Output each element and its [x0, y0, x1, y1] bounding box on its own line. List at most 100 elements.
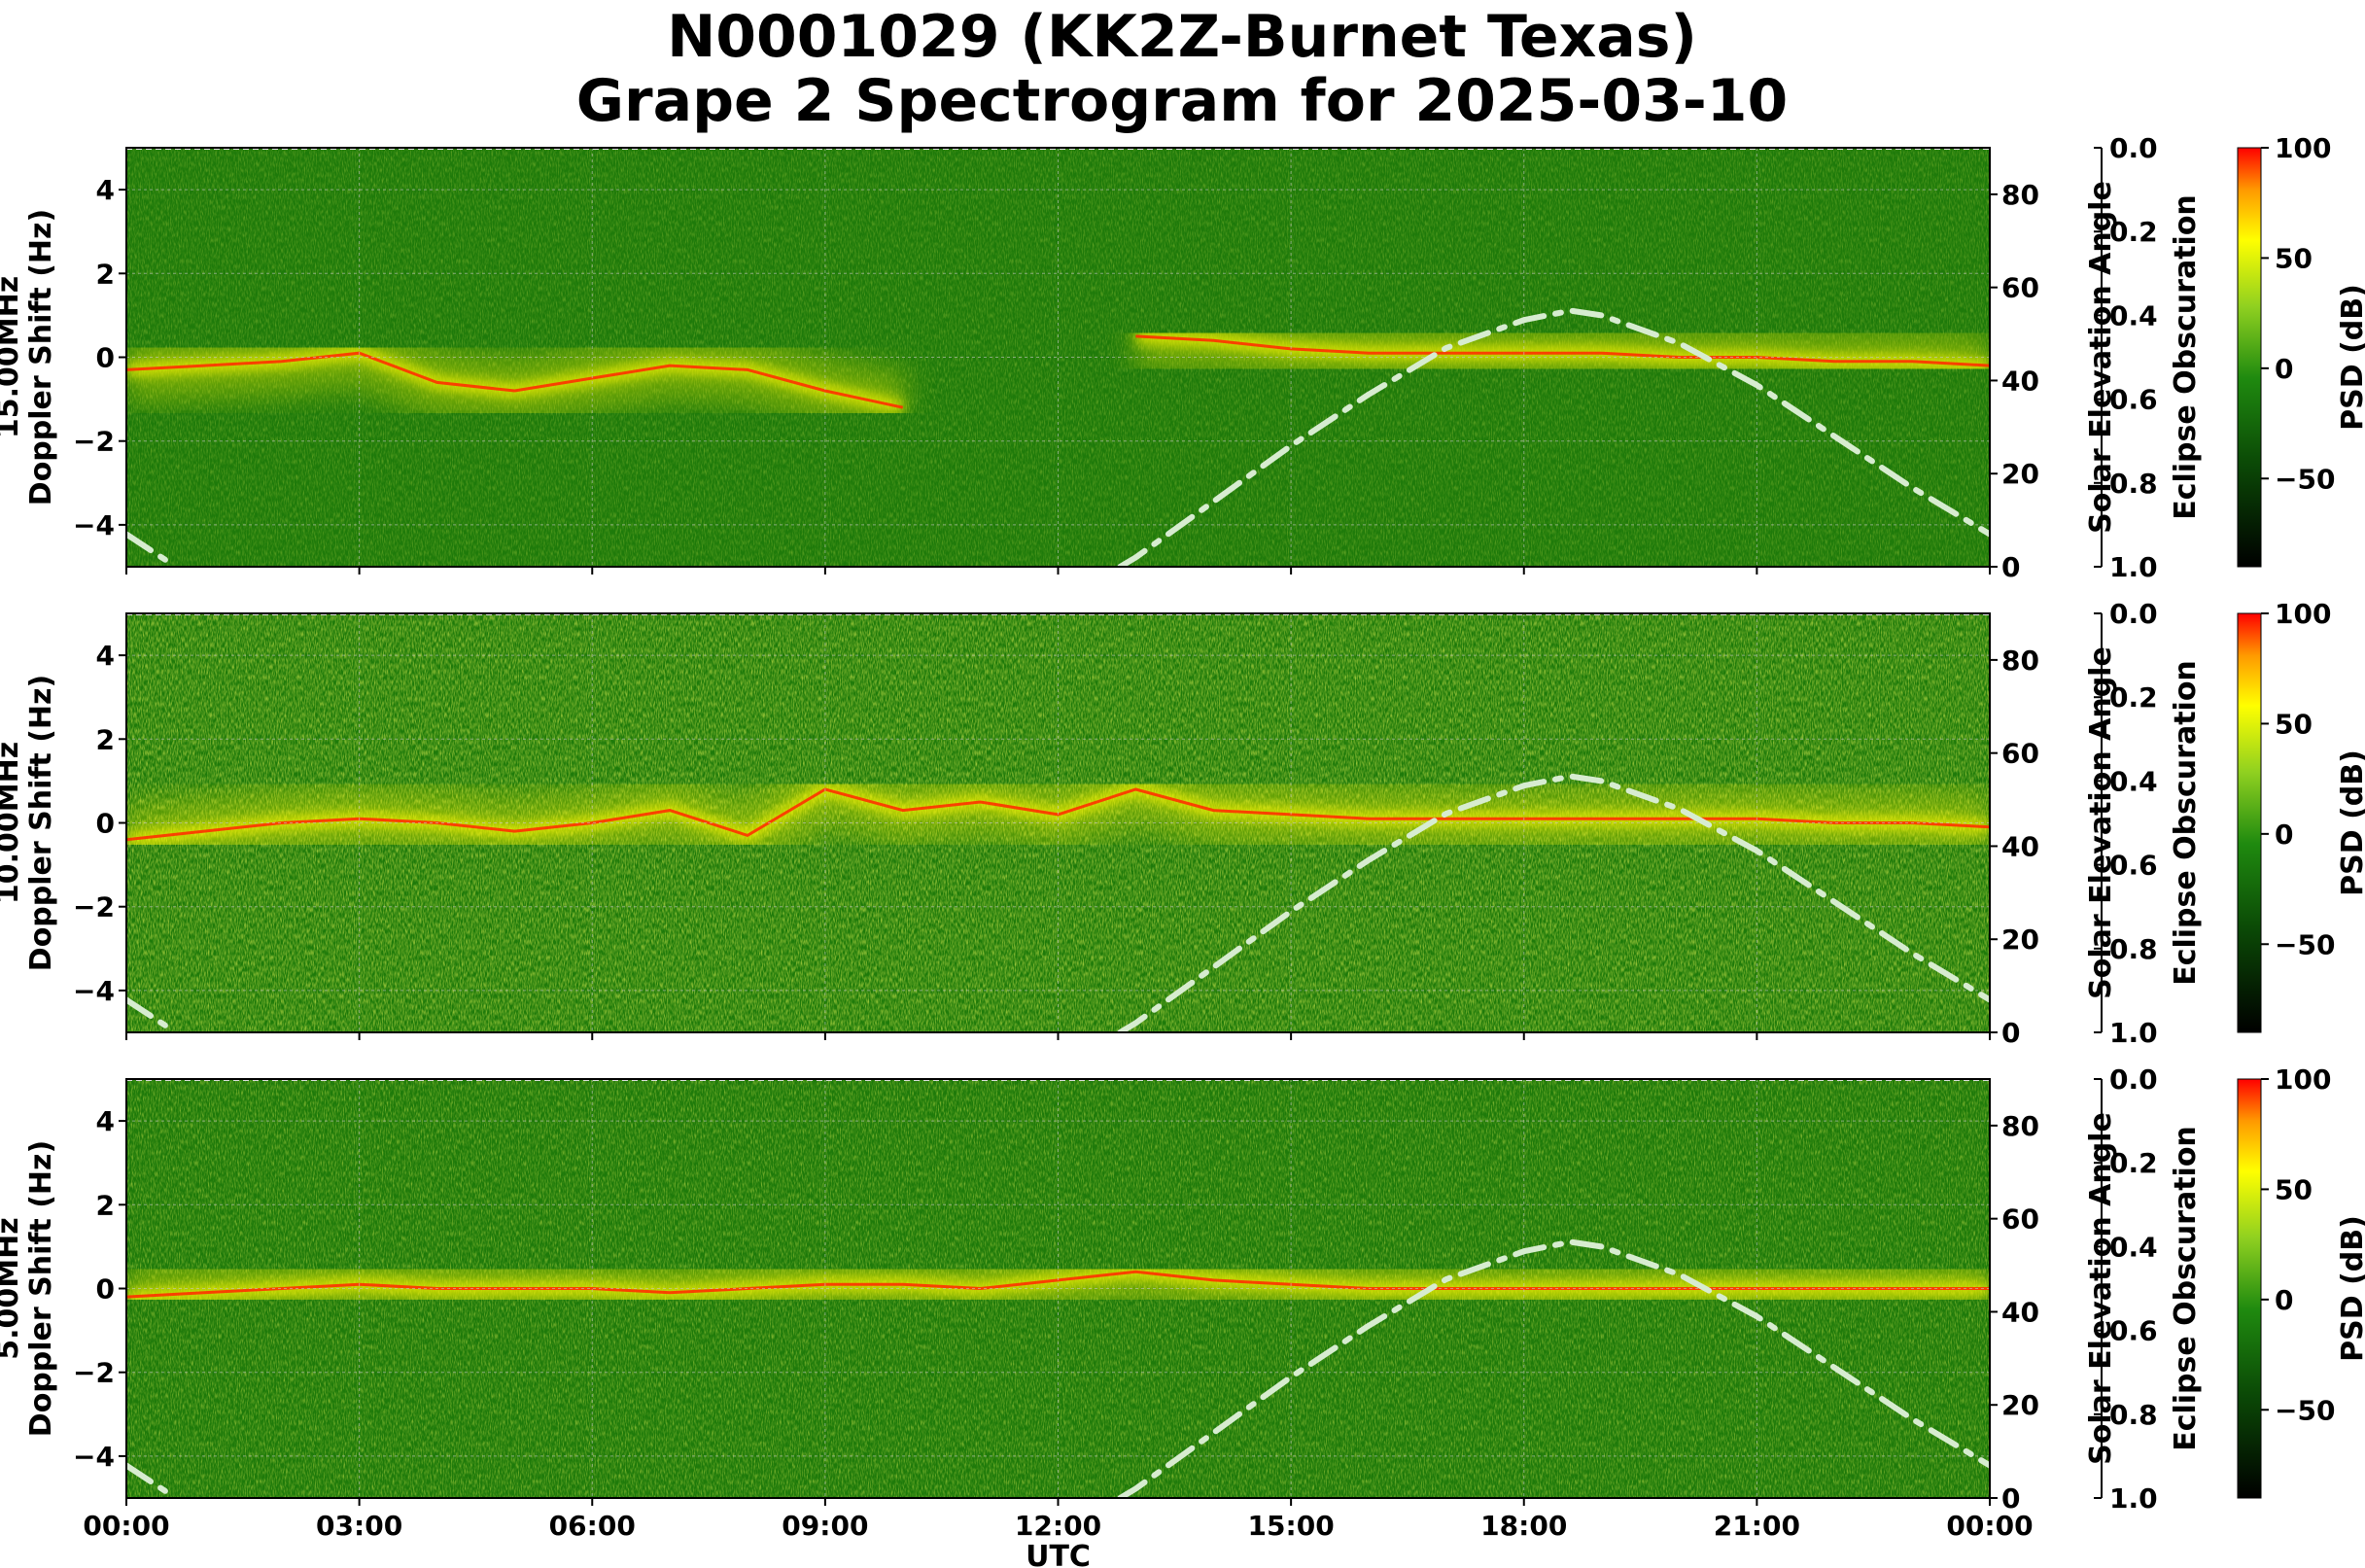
y-tick-label: 4 — [96, 640, 115, 672]
y-axis-label-group: 10.00MHz Doppler Shift (Hz) — [0, 675, 58, 971]
x-tick-label: 12:00 — [1015, 1510, 1101, 1542]
y-tick-label: 0 — [96, 1273, 115, 1306]
right-tick-label: 60 — [2001, 738, 2039, 770]
y-tick-label: 2 — [96, 1189, 115, 1221]
y-tick-label: 4 — [96, 174, 115, 206]
frequency-label: 15.00MHz — [0, 276, 25, 438]
colorbar-label-group: PSD (dB) — [2336, 749, 2365, 896]
y-axis-label: Doppler Shift (Hz) — [24, 1140, 58, 1437]
eclipse-tick-label: 0.6 — [2109, 384, 2158, 416]
eclipse-tick-label: 0.8 — [2109, 468, 2158, 500]
eclipse-tick-label: 1.0 — [2109, 551, 2158, 583]
right-tick-label: 20 — [2001, 923, 2039, 956]
solar-elevation-curve — [126, 1462, 168, 1494]
spectrogram-2 — [126, 613, 1990, 1032]
right-tick-label: 0 — [2001, 1017, 2020, 1049]
frequency-label: 5.00MHz — [0, 1217, 25, 1359]
solar-elevation-curve — [1117, 1238, 1990, 1498]
colorbar-tick-label: 100 — [2275, 132, 2331, 164]
colorbar-label-group: PSD (dB) — [2336, 284, 2365, 431]
eclipse-tick-label: 0.4 — [2109, 765, 2158, 797]
colorbar-label: PSD (dB) — [2336, 749, 2365, 896]
right-tick-label: 20 — [2001, 458, 2039, 490]
right-tick-label: 40 — [2001, 365, 2039, 397]
x-tick-label: 15:00 — [1248, 1510, 1335, 1542]
panel-2: −4 −2 0 2 4 10.00MHz Doppler Shift (Hz) 0 20 40 60… — [0, 598, 2365, 1049]
right-tick-label: 20 — [2001, 1389, 2039, 1421]
colorbar-tick-label: 100 — [2275, 598, 2331, 630]
eclipse-tick-label: 0.6 — [2109, 1315, 2158, 1347]
y-tick-label: −2 — [73, 426, 115, 458]
eclipse-tick-label: 0.2 — [2109, 1147, 2158, 1179]
x-tick-label: 03:00 — [316, 1510, 402, 1542]
colorbar — [2237, 1078, 2262, 1499]
colorbar-tick-label: 0 — [2275, 819, 2293, 851]
colorbar-tick-label: 50 — [2275, 1173, 2313, 1205]
colorbar-tick-label: −50 — [2275, 1394, 2335, 1426]
panel-1: −4 −2 0 2 4 15.00MHz Doppler Shift (Hz) 0 20 40 60… — [0, 132, 2365, 583]
y-tick-label: −2 — [73, 891, 115, 923]
eclipse-tick-label: 0.2 — [2109, 681, 2158, 714]
right-tick-label: 0 — [2001, 1482, 2020, 1515]
y-tick-label: −4 — [73, 509, 115, 541]
colorbar-label: PSD (dB) — [2336, 1215, 2365, 1362]
eclipse-axis-label-group: Eclipse Obscuration — [2169, 194, 2203, 520]
colorbar-tick-label: 100 — [2275, 1063, 2331, 1096]
right-tick-label: 60 — [2001, 1203, 2039, 1236]
eclipse-tick-label: 0.0 — [2109, 598, 2158, 630]
colorbar — [2237, 147, 2262, 568]
eclipse-tick-label: 0.4 — [2109, 299, 2158, 331]
x-tick-label: 00:00 — [83, 1510, 169, 1542]
doppler-trace — [1135, 334, 1990, 367]
right-tick-label: 80 — [2001, 645, 2039, 677]
doppler-trace — [126, 351, 904, 409]
right-tick-label: 40 — [2001, 1296, 2039, 1328]
eclipse-tick-label: 0.4 — [2109, 1231, 2158, 1263]
colorbar-label: PSD (dB) — [2336, 284, 2365, 431]
colorbar — [2237, 612, 2262, 1033]
solar-elevation-curve — [126, 996, 168, 1028]
colorbar-tick-label: 0 — [2275, 1284, 2293, 1316]
y-tick-label: 2 — [96, 723, 115, 755]
colorbar-tick-label: −50 — [2275, 928, 2335, 960]
x-tick-label: 09:00 — [782, 1510, 868, 1542]
y-tick-label: 2 — [96, 258, 115, 290]
solar-elevation-curve — [1117, 773, 1990, 1032]
y-tick-label: −4 — [73, 975, 115, 1007]
right-tick-label: 40 — [2001, 830, 2039, 862]
spectrogram-1 — [126, 148, 1990, 567]
y-axis-label-group: 15.00MHz Doppler Shift (Hz) — [0, 209, 58, 505]
eclipse-tick-label: 1.0 — [2109, 1482, 2158, 1515]
eclipse-obscuration-label: Eclipse Obscuration — [2169, 660, 2203, 986]
colorbar-tick-label: 0 — [2275, 353, 2293, 385]
y-axis-label: Doppler Shift (Hz) — [24, 209, 58, 505]
y-tick-label: −4 — [73, 1441, 115, 1473]
right-tick-label: 60 — [2001, 272, 2039, 304]
eclipse-tick-label: 0.0 — [2109, 1063, 2158, 1096]
y-axis-label: Doppler Shift (Hz) — [24, 675, 58, 971]
x-tick-label: 00:00 — [1946, 1510, 2033, 1542]
solar-elevation-curve — [1117, 307, 1990, 567]
eclipse-tick-label: 1.0 — [2109, 1017, 2158, 1049]
eclipse-axis-label-group: Eclipse Obscuration — [2169, 660, 2203, 986]
y-tick-label: −2 — [73, 1357, 115, 1389]
y-tick-label: 0 — [96, 342, 115, 374]
right-tick-label: 0 — [2001, 551, 2020, 583]
colorbar-label-group: PSD (dB) — [2336, 1215, 2365, 1362]
x-tick-label: 06:00 — [549, 1510, 636, 1542]
right-tick-label: 80 — [2001, 179, 2039, 211]
y-tick-label: 0 — [96, 808, 115, 840]
y-axis-label-group: 5.00MHz Doppler Shift (Hz) — [0, 1140, 58, 1437]
x-axis-label: UTC — [1026, 1540, 1091, 1568]
chart-title-line-1: N0001029 (KK2Z-Burnet Texas) — [667, 3, 1697, 71]
frequency-label: 10.00MHz — [0, 742, 25, 904]
eclipse-tick-label: 0.8 — [2109, 933, 2158, 965]
colorbar-tick-label: 50 — [2275, 242, 2313, 274]
eclipse-tick-label: 0.8 — [2109, 1399, 2158, 1431]
y-tick-label: 4 — [96, 1105, 115, 1137]
colorbar-tick-label: −50 — [2275, 463, 2335, 495]
eclipse-tick-label: 0.2 — [2109, 216, 2158, 248]
colorbar-tick-label: 50 — [2275, 708, 2313, 740]
x-tick-label: 18:00 — [1480, 1510, 1567, 1542]
